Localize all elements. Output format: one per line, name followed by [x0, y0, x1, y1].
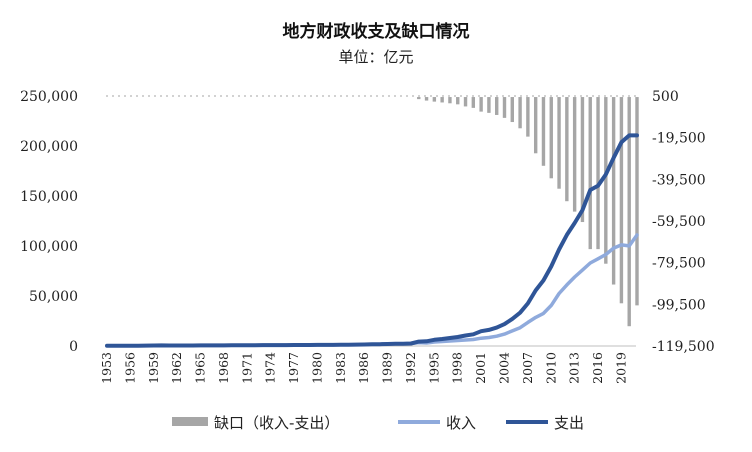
x-tick-label: 1959: [146, 352, 161, 384]
gap-bar-2019: [619, 97, 624, 304]
left-tick-label: 200,000: [20, 139, 78, 155]
x-axis-ticks: 1953 1956 1959 1962 1965 1968 1971 1974 1977 1980…: [99, 352, 628, 384]
series-lines: [105, 133, 639, 348]
x-tick-label: 2019: [613, 352, 628, 384]
x-tick-label: 1962: [169, 352, 184, 384]
gap-bar-1995: [432, 97, 437, 102]
legend-item-income: 收入: [398, 414, 476, 432]
right-tick-label: -119,500: [652, 339, 715, 355]
x-tick-label: 1956: [122, 352, 137, 384]
gap-bar-2015: [588, 97, 592, 250]
gap-bar-2006: [518, 97, 522, 129]
gap-bar-1998: [456, 97, 460, 105]
gap-bar-2020: [627, 97, 631, 327]
gap-bar-1999: [463, 97, 468, 107]
x-tick-label: 1971: [239, 352, 254, 384]
gap-bar-2014: [580, 97, 585, 223]
right-tick-label: -79,500: [652, 256, 706, 272]
x-tick-label: 1998: [450, 352, 465, 384]
x-tick-label: 2004: [497, 352, 512, 384]
left-axis-ticks: 0 50,000 100,000 150,000 200,000 250,000: [20, 89, 78, 355]
gap-bar-2013: [572, 97, 577, 212]
left-tick-label: 50,000: [29, 289, 78, 305]
gap-bar-2008: [533, 97, 538, 154]
x-tick-label: 1992: [403, 352, 418, 384]
left-tick-label: 100,000: [20, 239, 78, 255]
x-tick-label: 2016: [590, 352, 605, 384]
gap-bar-2018: [611, 97, 616, 285]
legend-label-gap: 缺口（收入-支出）: [214, 414, 339, 432]
chart-subtitle: 单位：亿元: [338, 48, 413, 66]
expenditure-line: [105, 133, 639, 348]
x-tick-label: 1953: [99, 352, 114, 384]
legend-swatch-gap: [172, 417, 208, 426]
gap-bar-2012: [565, 97, 569, 202]
gap-bar-2001: [479, 97, 483, 112]
gap-bar-2003: [495, 97, 499, 115]
legend-label-expenditure: 支出: [554, 414, 584, 432]
gap-bar-2000: [471, 97, 476, 108]
gap-bar-2004: [502, 97, 507, 118]
gap-bar-2010: [549, 97, 553, 179]
gap-bar-2016: [596, 97, 600, 250]
right-tick-label: 500: [652, 89, 679, 105]
gap-bar-2021: [635, 97, 639, 306]
gap-bar-2002: [487, 97, 491, 113]
x-tick-label: 1983: [333, 352, 348, 384]
gap-bar-1994: [424, 97, 429, 101]
legend-item-gap: 缺口（收入-支出）: [172, 414, 339, 432]
legend-label-income: 收入: [446, 414, 476, 432]
gap-bar-2011: [557, 97, 561, 189]
gap-bar-1993: [417, 97, 421, 100]
x-tick-label: 1986: [356, 352, 371, 384]
right-axis-ticks: -119,500 -99,500 -79,500 -59,500 -39,500 -19,…: [652, 89, 715, 355]
x-tick-label: 1968: [216, 352, 231, 384]
x-tick-label: 1977: [286, 352, 301, 384]
x-tick-label: 1995: [426, 352, 441, 384]
chart-title: 地方财政收支及缺口情况: [283, 21, 470, 42]
right-tick-label: -59,500: [652, 214, 706, 230]
x-tick-label: 2001: [473, 352, 488, 384]
right-tick-label: -39,500: [652, 172, 706, 188]
x-tick-label: 1980: [309, 352, 324, 384]
left-tick-label: 150,000: [20, 189, 78, 205]
x-tick-label: 1965: [193, 352, 208, 384]
gap-bar-2007: [526, 97, 530, 137]
gap-bars: [417, 97, 639, 327]
x-tick-label: 1974: [263, 352, 278, 384]
x-tick-label: 1989: [380, 352, 395, 384]
gap-bar-2009: [541, 97, 546, 166]
left-tick-label: 250,000: [20, 89, 78, 105]
gap-bar-2017: [604, 97, 608, 264]
gap-bar-1997: [448, 97, 452, 104]
right-tick-label: -99,500: [652, 297, 706, 313]
x-tick-label: 2010: [543, 352, 558, 384]
x-tick-label: 2007: [520, 352, 535, 384]
gap-bar-2005: [510, 97, 514, 123]
right-tick-label: -19,500: [652, 131, 706, 147]
gap-bar-1996: [440, 97, 444, 103]
legend: 缺口（收入-支出） 收入 支出: [172, 414, 584, 432]
left-tick-label: 0: [69, 339, 78, 355]
x-tick-label: 2013: [567, 352, 582, 384]
legend-item-expenditure: 支出: [506, 414, 584, 432]
